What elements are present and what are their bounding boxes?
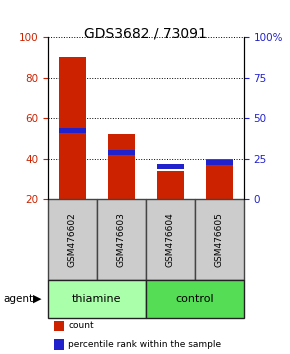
Text: GSM476602: GSM476602 xyxy=(68,212,77,267)
Bar xyxy=(157,171,184,199)
Bar xyxy=(206,160,233,165)
Text: control: control xyxy=(175,294,214,304)
Text: GSM476603: GSM476603 xyxy=(117,212,126,267)
FancyBboxPatch shape xyxy=(48,199,97,280)
Text: agent: agent xyxy=(3,294,33,304)
Bar xyxy=(59,128,86,133)
Bar xyxy=(157,164,184,169)
Text: GSM476605: GSM476605 xyxy=(215,212,224,267)
Bar xyxy=(108,150,135,155)
Text: thiamine: thiamine xyxy=(72,294,122,304)
FancyBboxPatch shape xyxy=(146,199,195,280)
FancyBboxPatch shape xyxy=(146,280,244,318)
Text: GDS3682 / 73091: GDS3682 / 73091 xyxy=(84,27,206,41)
Text: GSM476604: GSM476604 xyxy=(166,212,175,267)
FancyBboxPatch shape xyxy=(97,199,146,280)
Text: count: count xyxy=(68,321,94,330)
FancyBboxPatch shape xyxy=(48,280,146,318)
Bar xyxy=(108,135,135,199)
Bar xyxy=(54,339,64,350)
Text: ▶: ▶ xyxy=(33,294,42,304)
Bar xyxy=(54,321,64,331)
Bar xyxy=(59,57,86,199)
FancyBboxPatch shape xyxy=(195,199,244,280)
Text: percentile rank within the sample: percentile rank within the sample xyxy=(68,340,222,349)
Bar xyxy=(206,159,233,199)
